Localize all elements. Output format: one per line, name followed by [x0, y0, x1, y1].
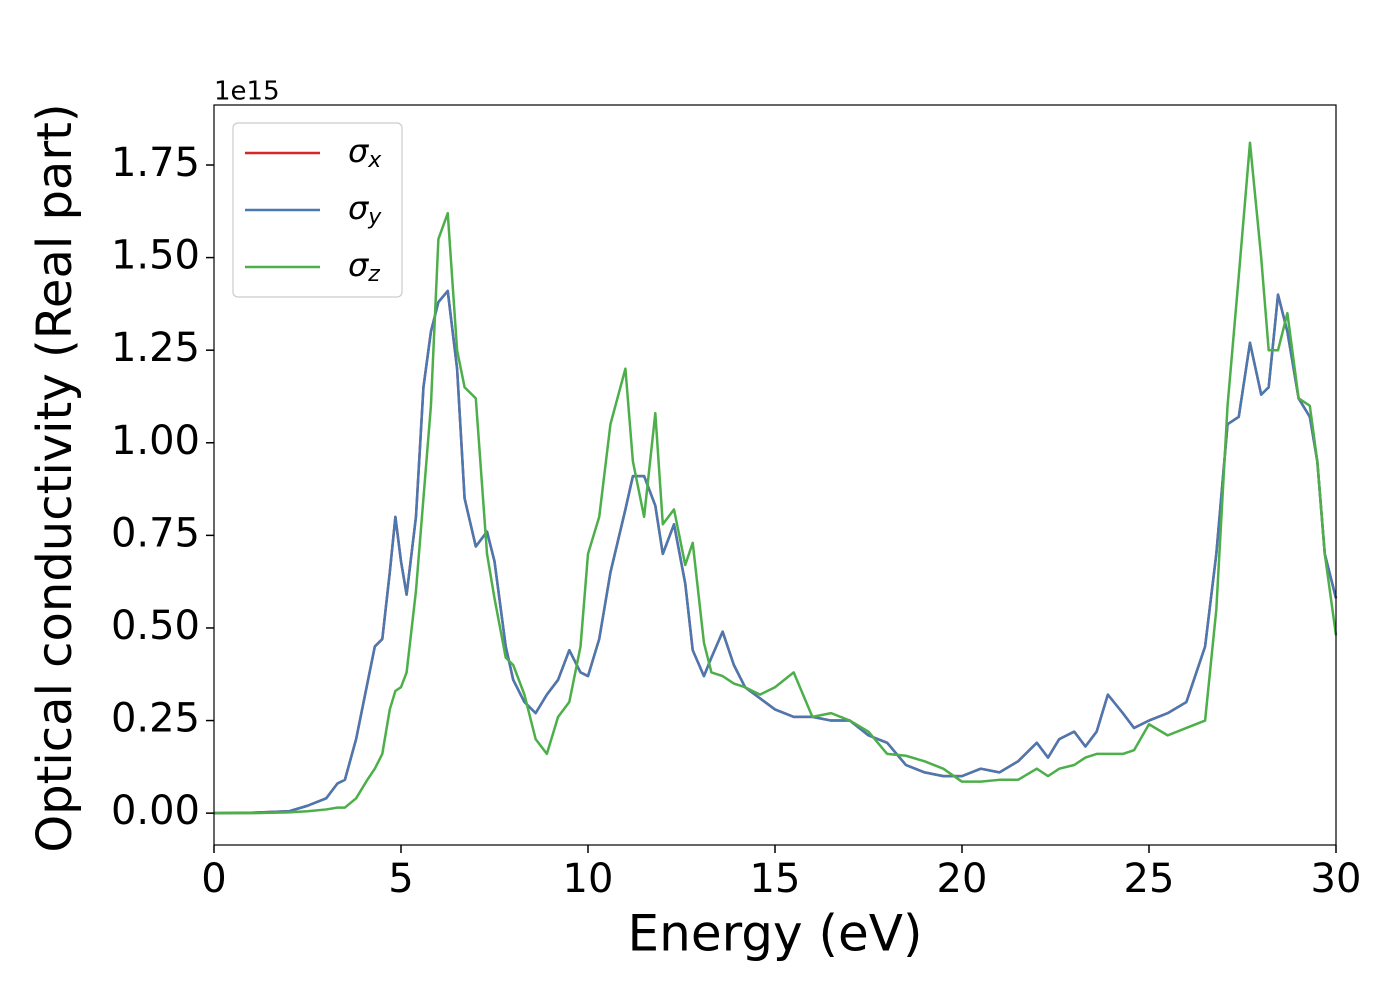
y-tick-label: 0.00: [111, 788, 200, 834]
offset-text: 1e15: [214, 77, 280, 107]
legend-label: σz: [348, 246, 380, 287]
series-line: [213, 289, 1338, 815]
y-tick-label: 1.75: [111, 140, 200, 186]
plot-frame: [213, 104, 1337, 846]
legend-label: σy: [348, 189, 382, 230]
y-tick-label: 0.75: [111, 510, 200, 556]
x-axis-label: Energy (eV): [628, 905, 923, 963]
x-tick-label: 20: [937, 856, 988, 902]
legend-label: σx: [348, 132, 382, 173]
series-line: [214, 141, 1338, 815]
y-tick-label: 1.00: [111, 418, 200, 464]
x-tick-label: 0: [201, 856, 226, 902]
y-tick-label: 0.50: [111, 603, 200, 649]
x-tick-label: 25: [1124, 856, 1175, 902]
y-tick-label: 1.25: [111, 325, 200, 371]
y-axis-label: Optical conductivity (Real part): [27, 103, 83, 852]
x-tick-label: 15: [750, 856, 801, 902]
x-tick-label: 5: [388, 856, 413, 902]
y-tick-label: 0.25: [111, 696, 200, 742]
x-tick-label: 30: [1311, 856, 1362, 902]
y-tick-label: 1.50: [111, 233, 200, 279]
x-tick-label: 10: [563, 856, 614, 902]
